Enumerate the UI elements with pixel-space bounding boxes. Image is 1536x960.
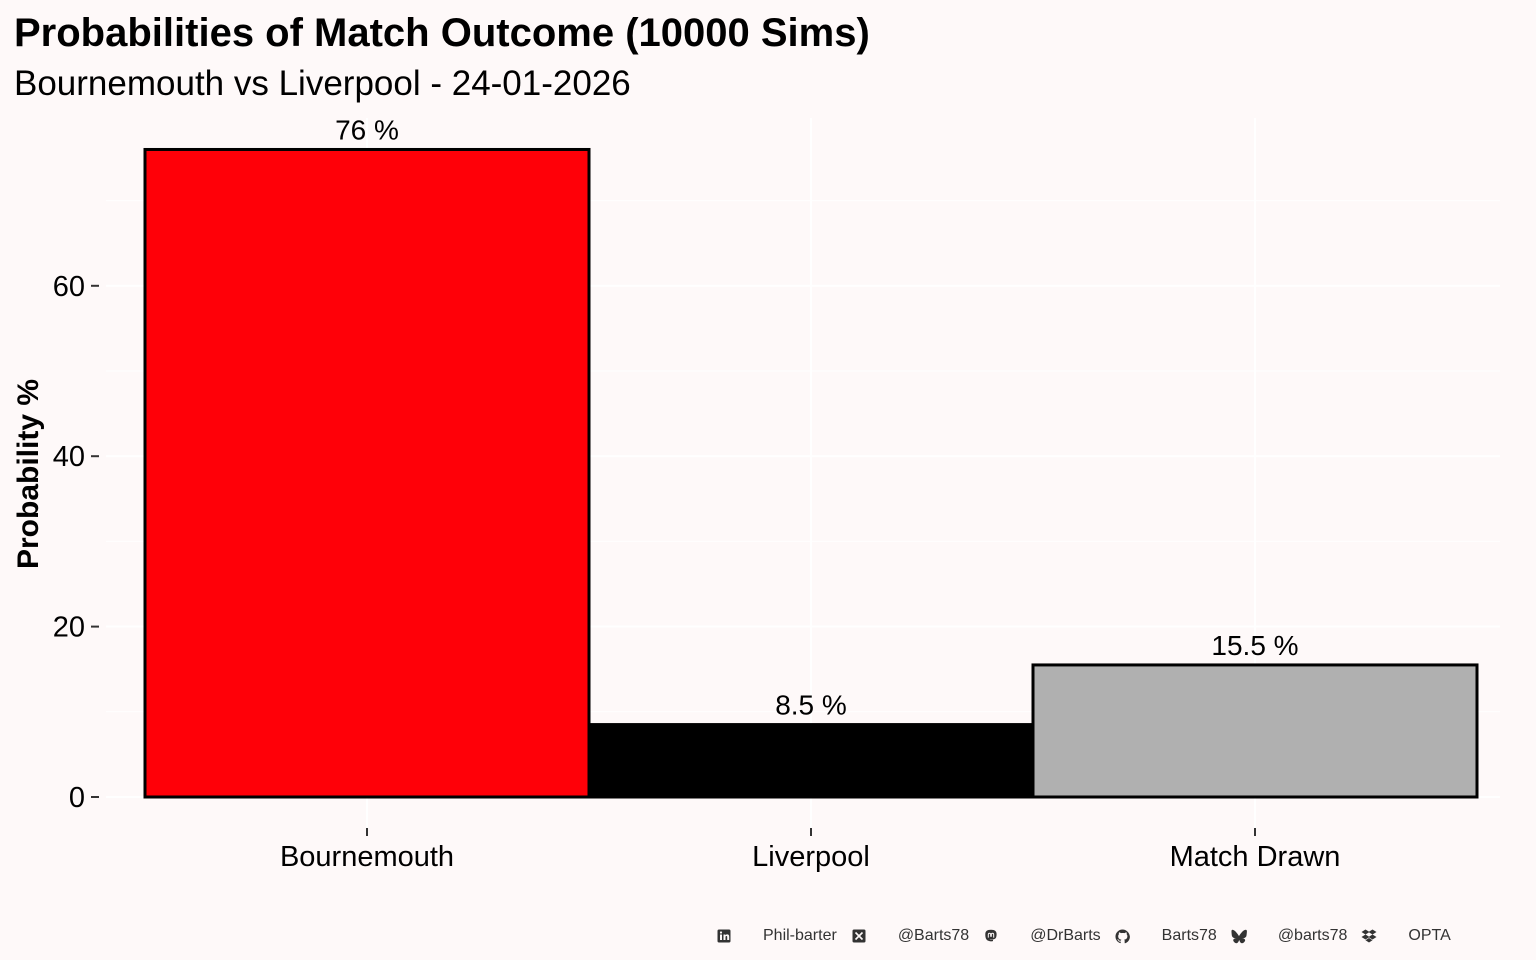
y-axis: 0 20 40 60 <box>53 271 99 814</box>
data-label: 8.5 % <box>775 690 847 721</box>
mastodon-icon <box>983 928 999 944</box>
x-tick-label: Liverpool <box>752 841 870 873</box>
y-tick-label: 20 <box>53 612 85 644</box>
caption-item: Phil-barter <box>716 927 851 945</box>
data-label: 76 % <box>335 114 399 145</box>
caption-text: Barts78 <box>1161 927 1217 944</box>
x-axis: Bournemouth Liverpool Match Drawn <box>280 828 1340 873</box>
github-icon <box>1115 928 1131 944</box>
y-tick-label: 60 <box>53 271 85 303</box>
bar-match-drawn <box>1031 663 1479 799</box>
caption-text: Phil-barter <box>763 927 837 944</box>
chart-title: Probabilities of Match Outcome (10000 Si… <box>14 11 870 55</box>
x-twitter-icon <box>851 928 867 944</box>
caption-text: @barts78 <box>1277 927 1348 944</box>
bar-liverpool <box>587 723 1035 799</box>
linkedin-icon <box>716 928 732 944</box>
caption-item: @Barts78 <box>851 927 983 945</box>
caption-item: @barts78 <box>1231 927 1362 945</box>
y-axis-label: Probability % <box>12 379 45 569</box>
bar-bournemouth <box>143 147 591 799</box>
caption-text: @DrBarts <box>1030 927 1101 944</box>
x-tick-label: Bournemouth <box>280 841 454 873</box>
caption-item: @DrBarts <box>983 927 1114 945</box>
data-label: 15.5 % <box>1211 630 1298 661</box>
data-labels: 76 % 8.5 % 15.5 % <box>335 114 1299 720</box>
caption-item: OPTA <box>1361 927 1451 945</box>
caption-text: OPTA <box>1408 927 1451 944</box>
x-tick-label: Match Drawn <box>1170 841 1341 873</box>
bars <box>143 147 1479 799</box>
y-tick-label: 0 <box>69 782 85 814</box>
bluesky-icon <box>1231 928 1247 944</box>
caption-item: Barts78 <box>1115 927 1231 945</box>
caption-text: @Barts78 <box>897 927 970 944</box>
dropbox-icon <box>1361 928 1377 944</box>
y-tick-label: 40 <box>53 441 85 473</box>
credits-caption: Phil-barter @Barts78 @DrBarts Barts78 @barts… <box>716 924 1451 948</box>
chart-subtitle: Bournemouth vs Liverpool - 24-01-2026 <box>14 64 631 103</box>
